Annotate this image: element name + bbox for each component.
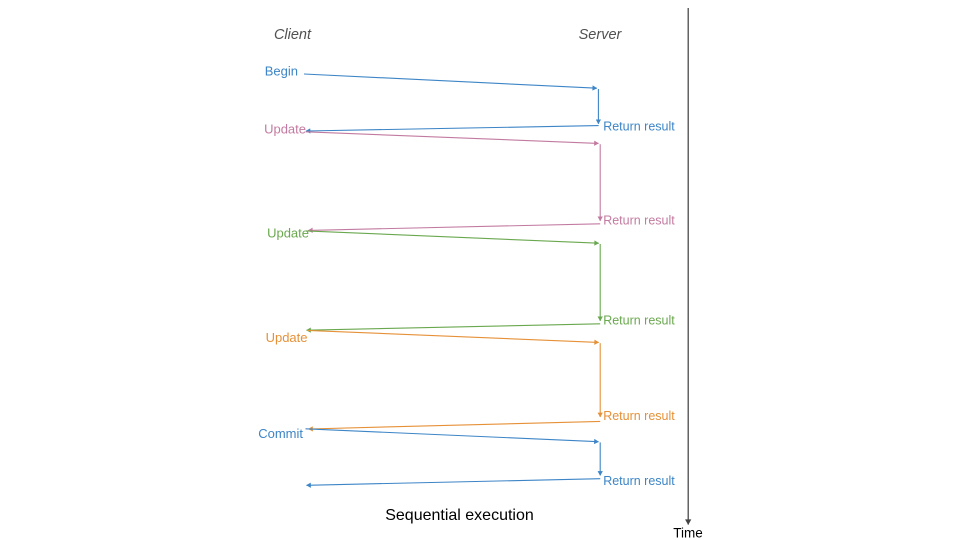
svg-text:Update: Update xyxy=(264,122,306,137)
svg-text:Return result: Return result xyxy=(603,119,675,133)
svg-text:Return result: Return result xyxy=(603,313,675,327)
svg-text:Return result: Return result xyxy=(603,474,675,488)
svg-text:Return result: Return result xyxy=(603,409,675,423)
svg-text:Time: Time xyxy=(673,526,703,540)
svg-text:Client: Client xyxy=(274,27,312,43)
svg-text:Server: Server xyxy=(579,27,623,43)
svg-text:Return result: Return result xyxy=(603,213,675,227)
svg-text:Update: Update xyxy=(267,225,309,240)
svg-text:Update: Update xyxy=(266,330,308,345)
svg-text:Begin: Begin xyxy=(265,64,298,79)
svg-text:Sequential execution: Sequential execution xyxy=(385,507,534,524)
svg-text:Commit: Commit xyxy=(258,426,303,441)
